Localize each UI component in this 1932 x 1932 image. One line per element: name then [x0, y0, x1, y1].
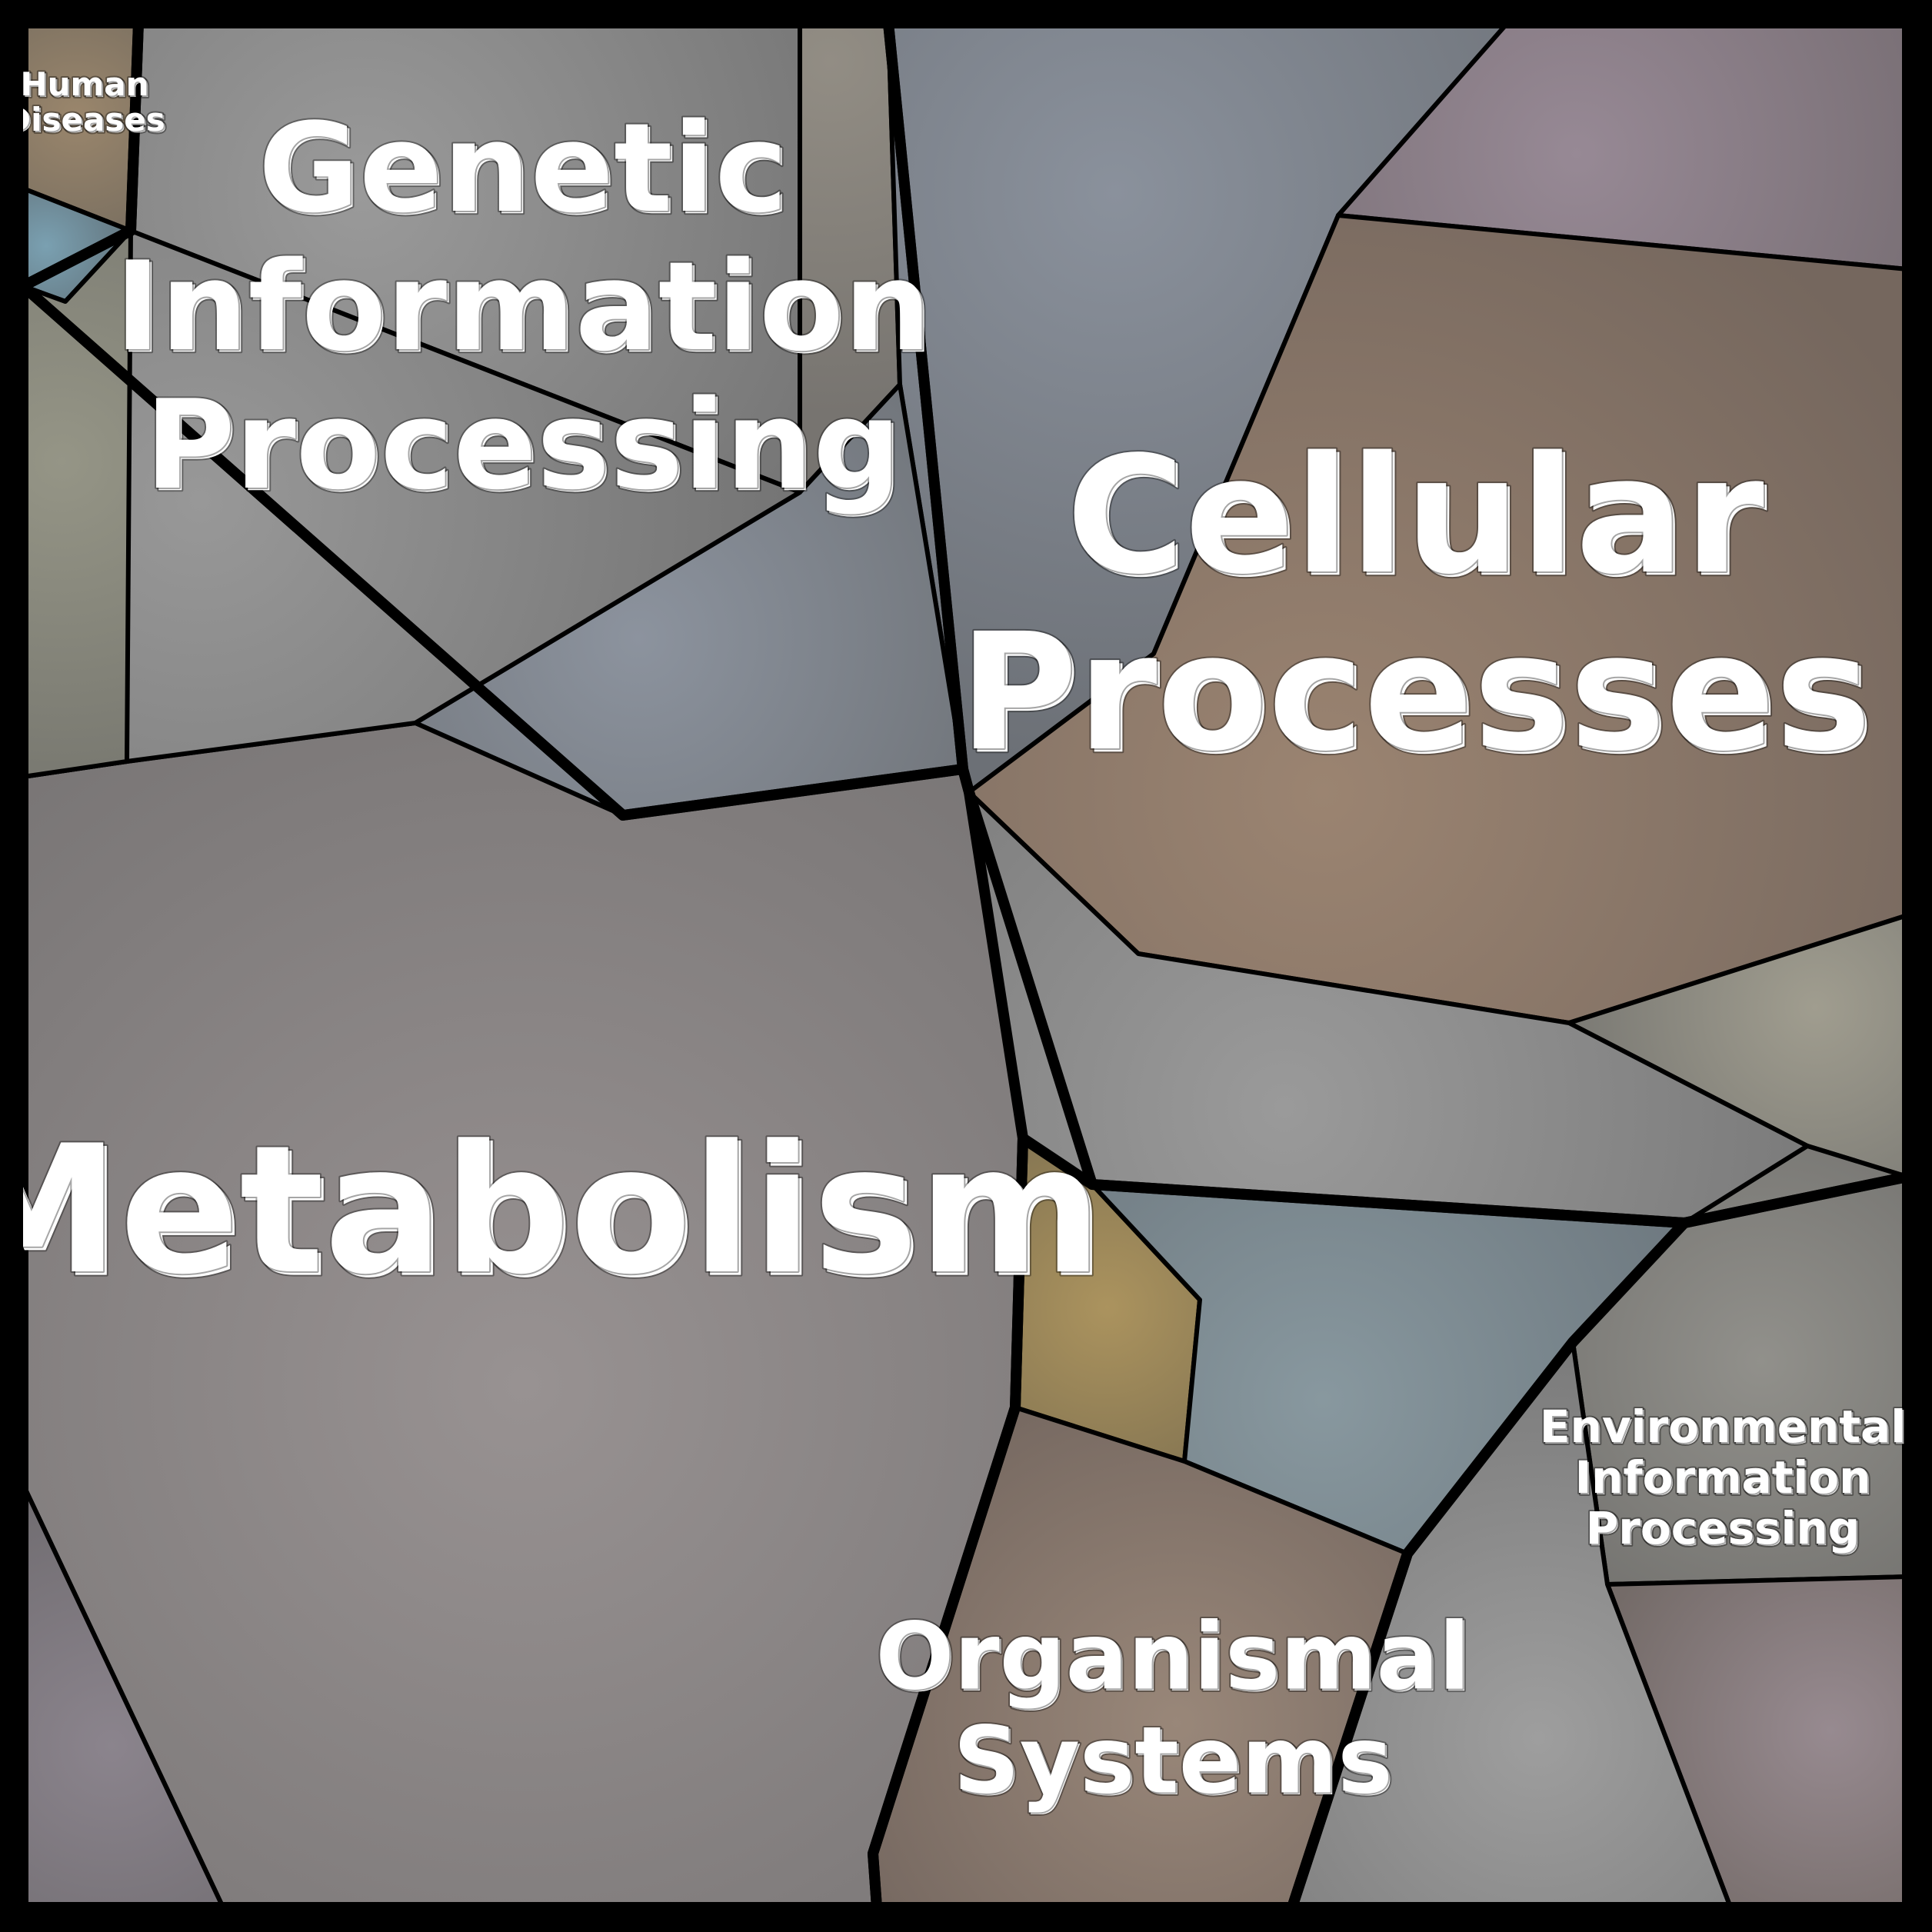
label-cellular-processes: CellularProcesses	[959, 421, 1871, 787]
voronoi-treemap: HumanDiseasesHumanDiseasesGeneticInforma…	[0, 0, 1932, 1932]
label-metabolism: Metabolism	[0, 1108, 1102, 1314]
label-organismal-systems: OrganismalSystems	[875, 1604, 1470, 1814]
label-human-diseases: HumanDiseases	[4, 65, 165, 138]
label-environmental-information-processing: EnvironmentalInformationProcessing	[1540, 1401, 1906, 1554]
